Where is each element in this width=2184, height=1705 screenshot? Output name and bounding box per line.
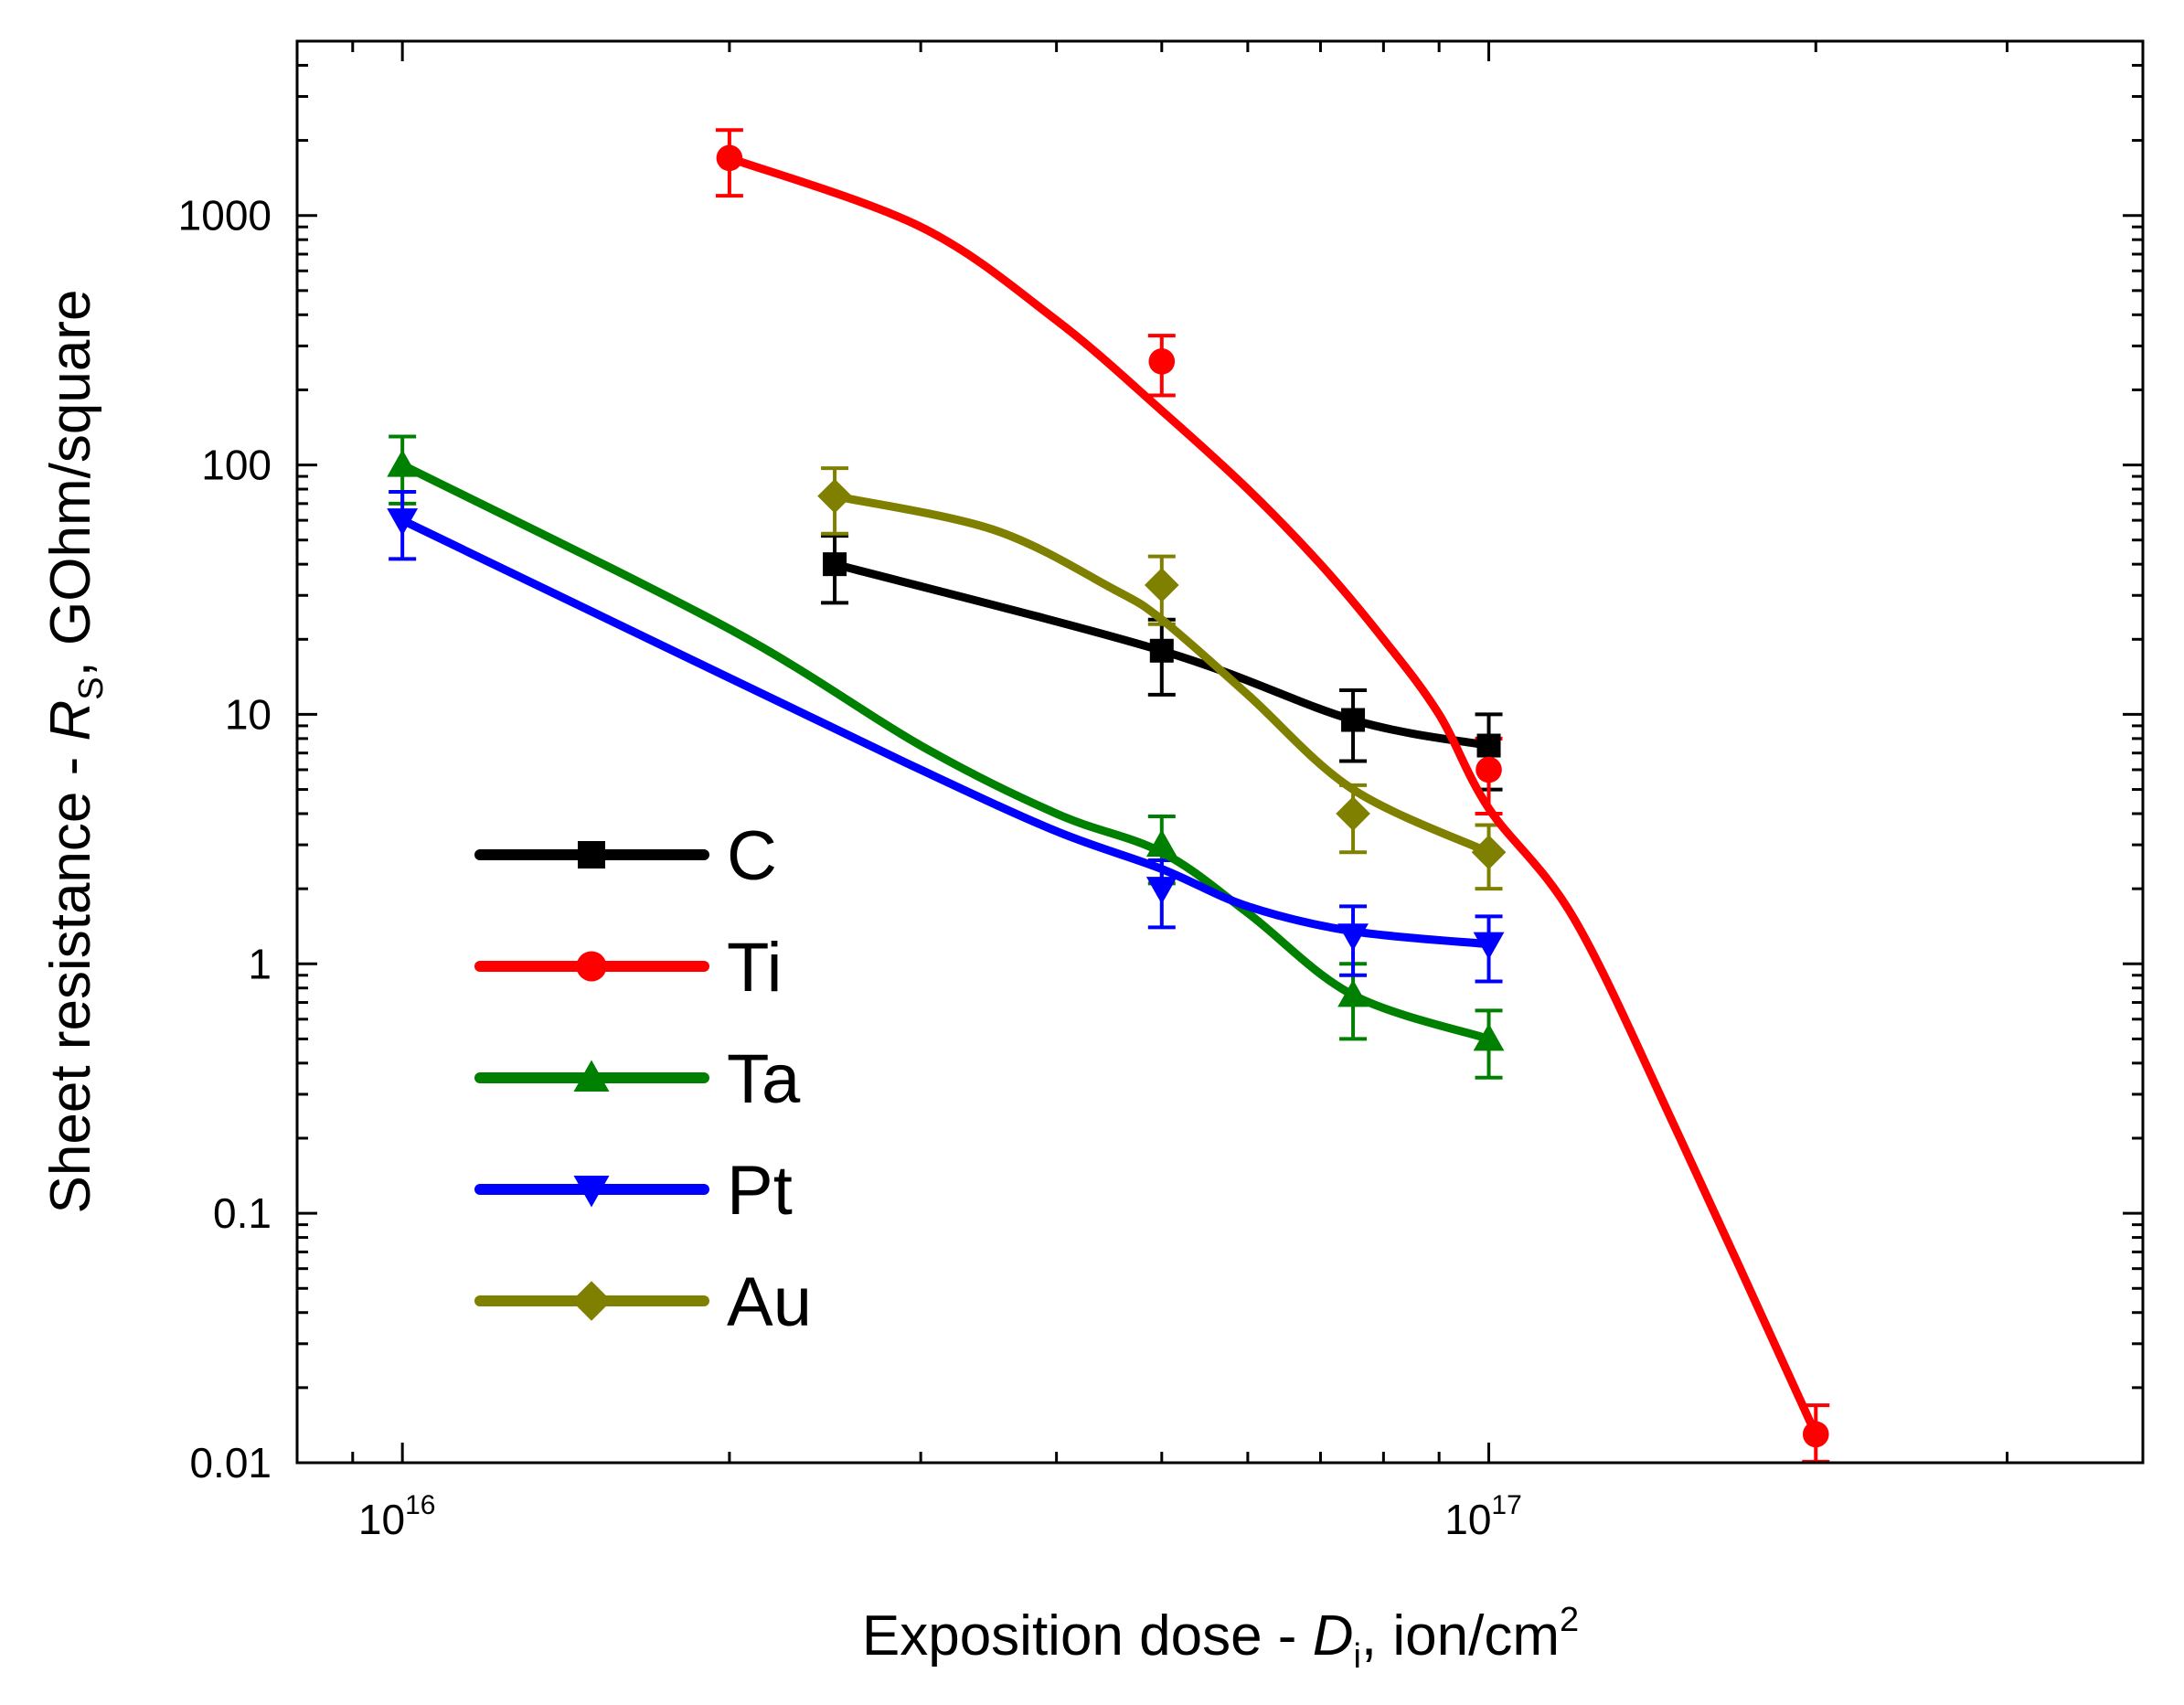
plot-frame xyxy=(295,39,2145,1465)
data-point-c xyxy=(1149,638,1174,663)
legend-marker-pt xyxy=(573,1176,610,1208)
x-tick-label: 1017 xyxy=(1444,1490,1522,1543)
data-point-au xyxy=(817,478,852,514)
data-point-ta xyxy=(1337,979,1369,1007)
y-tick-label: 1 xyxy=(248,940,272,987)
data-point-c xyxy=(1476,733,1501,758)
series-line-ta xyxy=(398,461,1494,1043)
series-line-pt xyxy=(398,516,1494,949)
legend-marker-ta xyxy=(573,1060,610,1092)
y-axis-label: Sheet resistance - RS, GOhm/square xyxy=(39,290,111,1214)
legend-label-pt: Pt xyxy=(727,1152,793,1230)
y-tick-label: 0.1 xyxy=(213,1189,272,1237)
data-point-ta xyxy=(1145,829,1177,858)
data-point-ta xyxy=(387,449,419,477)
data-point-au xyxy=(1336,796,1370,831)
data-point-au xyxy=(1144,568,1179,602)
data-point-pt xyxy=(1145,877,1177,905)
legend: C Ti Ta Pt Au xyxy=(474,817,812,1341)
x-axis-label: Exposition dose - Di, ion/cm2 xyxy=(862,1601,1579,1676)
legend-label-c: C xyxy=(727,817,777,895)
x-tick-label: 1016 xyxy=(358,1490,436,1543)
y-tick-label: 1000 xyxy=(178,192,272,240)
series-line-ti xyxy=(725,154,1820,1439)
axis-ticks xyxy=(295,39,2145,1465)
legend-marker-ti xyxy=(576,951,607,982)
data-point-c xyxy=(823,552,847,577)
data-point-pt xyxy=(387,508,419,537)
data-point-ti xyxy=(1148,348,1176,375)
y-tick-label: 0.01 xyxy=(189,1439,272,1487)
data-point-au xyxy=(1471,835,1507,870)
data-point-pt xyxy=(1473,932,1505,960)
data-point-ti xyxy=(1802,1421,1829,1448)
series-curves xyxy=(398,154,1820,1439)
legend-label-ta: Ta xyxy=(727,1040,801,1118)
data-point-ti xyxy=(1476,756,1502,783)
legend-marker-c xyxy=(578,841,605,868)
legend-label-ti: Ti xyxy=(727,929,783,1007)
data-point-ta xyxy=(1473,1023,1505,1051)
tick-labels: 1016 1017 0.01 0.1 1 10 100 1000 xyxy=(178,192,1522,1543)
data-point-ti xyxy=(716,144,743,172)
series-line-au xyxy=(830,492,1494,857)
data-point-c xyxy=(1341,708,1366,732)
legend-label-au: Au xyxy=(727,1263,812,1341)
data-point-pt xyxy=(1337,923,1369,952)
y-tick-label: 10 xyxy=(225,690,272,738)
legend-marker-au xyxy=(571,1281,612,1321)
series-markers xyxy=(387,144,1829,1448)
y-tick-label: 100 xyxy=(201,442,272,489)
